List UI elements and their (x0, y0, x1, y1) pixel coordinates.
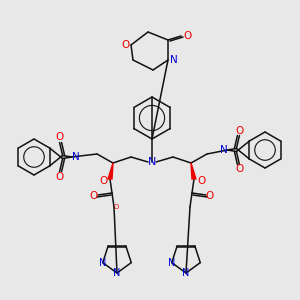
Text: N: N (148, 157, 156, 167)
Text: O: O (99, 176, 107, 186)
Text: O: O (122, 40, 130, 50)
Text: O: O (56, 172, 64, 182)
Text: O: O (56, 133, 64, 142)
Text: O: O (206, 191, 214, 201)
Text: O: O (235, 164, 244, 175)
Text: O: O (113, 204, 119, 210)
Polygon shape (108, 163, 113, 179)
Text: N: N (72, 152, 80, 162)
Text: N: N (182, 268, 190, 278)
Text: N: N (168, 258, 176, 268)
Polygon shape (191, 163, 196, 179)
Text: N: N (170, 55, 178, 65)
Text: O: O (90, 191, 98, 201)
Text: N: N (113, 268, 121, 278)
Text: O: O (235, 125, 244, 136)
Text: N: N (99, 258, 106, 268)
Text: N: N (220, 145, 227, 155)
Text: O: O (183, 31, 191, 41)
Text: O: O (197, 176, 205, 186)
